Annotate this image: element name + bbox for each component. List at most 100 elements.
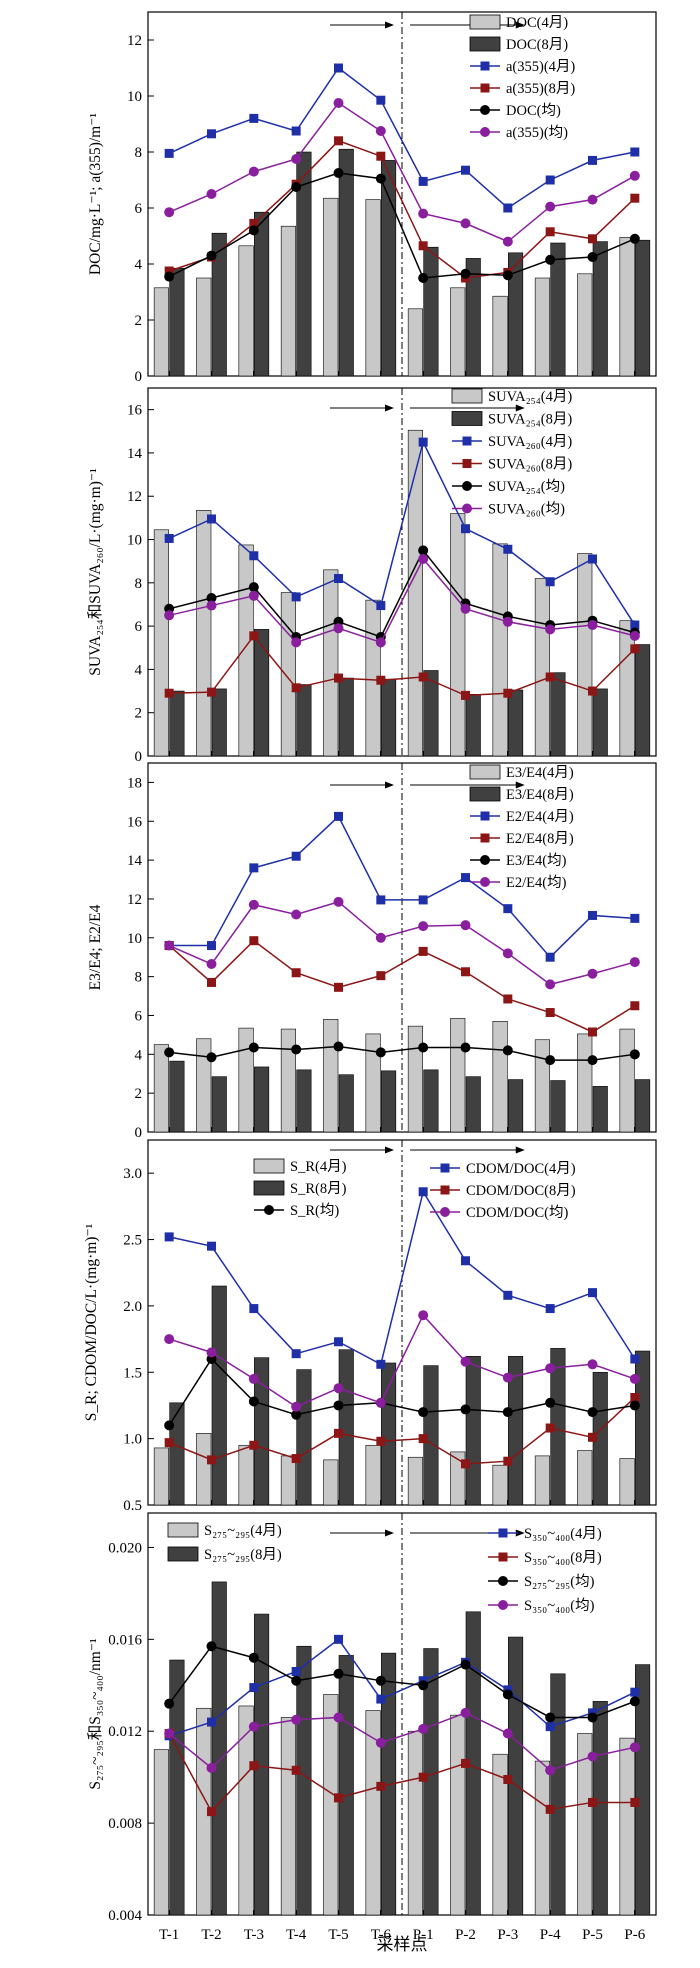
y-tick-label: 0.016 [108, 1632, 142, 1648]
point-a-355-4 [503, 203, 513, 213]
point-suva-8 [207, 687, 216, 697]
point-suva-4 [588, 554, 597, 564]
y-tick-label: 0 [135, 369, 143, 385]
bar-doc-8 [338, 148, 354, 377]
legend-item-suva-4-swatch [451, 388, 483, 404]
x-tick-label: P-6 [624, 1927, 645, 1943]
y-tick-label: 0.020 [108, 1540, 142, 1556]
point-suva-4 [249, 551, 259, 561]
bar-suva-8 [635, 644, 651, 757]
bar-doc-4 [153, 287, 169, 377]
bar-doc-8 [423, 246, 439, 377]
bar-e3-e4-8 [465, 1076, 481, 1133]
legend-item-doc-8-swatch [469, 36, 501, 52]
point-e3-e4 [418, 1042, 429, 1053]
bar-e3-e4-8 [211, 1076, 227, 1133]
legend-item-a-355-8-marker [480, 83, 490, 93]
legend-item-a-355-label: a(355)(均) [506, 124, 568, 141]
series-line-a-355-8 [168, 139, 636, 279]
legend: SUVA₂₅₄(4月) SUVA₂₅₄(8月) SUVA₂₆₀(4月) SUVA₂₆₀… [451, 388, 572, 518]
point-e2-e4 [587, 968, 598, 979]
legend: S₂₇₅~₂₉₅(4月) S₂₇₅~₂₉₅(8月) S₃₅₀~₄₀₀(4月) S₃₅₀… [167, 1522, 602, 1614]
point-suva [164, 610, 175, 621]
point-suva-8 [588, 686, 597, 696]
point-e2-e4 [418, 921, 429, 932]
point-s [248, 1721, 259, 1732]
legend-item-s-4-swatch [167, 1522, 199, 1538]
legend-item-e3-e4-4-swatch [469, 764, 501, 780]
series-line-suva [168, 557, 636, 644]
panel-2: 0 2 4 6 8 10 12 14 16 SUVA₂₅₄和SUVA₂₆₀/L·(mg·m)⁻¹ S… [86, 387, 657, 765]
bar-s-r-4 [280, 1455, 296, 1506]
point-suva [375, 637, 386, 648]
point-s-8 [545, 1804, 555, 1814]
point-doc [629, 233, 640, 244]
point-a-355 [545, 201, 556, 212]
y-tick-label: 16 [127, 403, 143, 419]
point-suva-4 [207, 514, 216, 524]
point-cdom-doc-8 [207, 1455, 216, 1465]
legend-item-e3-e4-8-label: E3/E4(8月) [506, 787, 574, 803]
bar-suva-8 [169, 690, 185, 757]
point-s [629, 1742, 640, 1753]
bar-e3-e4-4 [407, 1025, 423, 1133]
point-cdom-doc [333, 1383, 344, 1394]
x-tick-label: T-2 [201, 1927, 221, 1943]
point-e2-e4-4 [334, 811, 343, 821]
point-a-355 [375, 126, 386, 136]
point-doc [164, 271, 175, 282]
bar-suva-4 [492, 543, 508, 757]
bar-e3-e4-8 [254, 1066, 270, 1133]
point-cdom-doc-8 [588, 1432, 597, 1442]
legend-item-s-8-label: S₃₅₀~₄₀₀(8月) [524, 1550, 602, 1566]
point-e2-e4-4 [630, 913, 640, 923]
legend-item-s-r-4-label: S_R(4月) [290, 1159, 347, 1175]
bar-e3-e4-8 [338, 1074, 354, 1133]
legend-item-a-355-4-label: a(355)(4月) [506, 59, 575, 75]
point-suva [418, 554, 429, 565]
point-a-355-8 [376, 151, 386, 161]
point-cdom-doc-4 [376, 1359, 386, 1369]
point-a-355 [333, 98, 344, 108]
point-suva [248, 582, 259, 593]
bar-doc-8 [550, 242, 566, 377]
legend-item-e2-e4-4-marker [480, 811, 490, 821]
point-e2-e4-4 [503, 904, 513, 914]
legend-item-s-8-swatch [167, 1546, 199, 1562]
y-tick-label: 16 [127, 814, 143, 830]
point-s-r [460, 1404, 471, 1415]
legend-item-e2-e4-8-label: E2/E4(8月) [506, 831, 574, 847]
y-tick-label: 0.012 [108, 1724, 142, 1740]
point-s-r [333, 1400, 344, 1411]
bar-suva-4 [238, 544, 254, 757]
series-line-s-8 [168, 1733, 635, 1813]
bar-doc-8 [592, 241, 608, 377]
x-tick-label: T-5 [328, 1927, 348, 1943]
bar-s-r-8 [211, 1285, 227, 1506]
legend-item-suva-8-label: SUVA₂₅₄(8月) [488, 412, 572, 428]
point-e2-e4-4 [291, 851, 301, 861]
point-cdom-doc-8 [418, 1434, 428, 1444]
y-tick-label: 0 [135, 749, 143, 765]
point-e2-e4-8 [376, 971, 386, 981]
flow-arrow-head [385, 1529, 394, 1537]
point-suva-8 [164, 688, 174, 698]
bar-suva-8 [423, 670, 439, 757]
bar-s-r-8 [338, 1349, 354, 1506]
bar-s-4 [323, 1694, 339, 1916]
legend-item-e2-e4-marker [480, 877, 490, 887]
point-e3-e4 [206, 1052, 217, 1063]
flow-arrow-head [385, 1146, 394, 1154]
point-s-8 [461, 1758, 470, 1768]
flow-arrow-head [385, 404, 394, 412]
point-cdom-doc-8 [503, 1456, 513, 1466]
point-a-355-8 [545, 227, 555, 237]
bar-e3-e4-8 [635, 1079, 651, 1133]
bar-s-8 [296, 1645, 312, 1916]
point-suva [291, 637, 302, 648]
point-s-8 [630, 1797, 640, 1807]
legend-item-s-marker [498, 1576, 508, 1586]
y-axis-title: S_R; CDOM/DOC/L·(mg·m)⁻¹ [83, 1223, 100, 1421]
y-tick-label: 2.5 [123, 1233, 142, 1249]
